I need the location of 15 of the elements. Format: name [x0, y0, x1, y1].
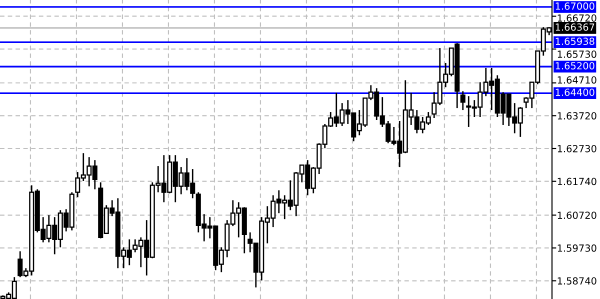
- y-tick-label: 1.61740: [558, 178, 596, 186]
- y-tick-label: 1.58740: [558, 277, 596, 285]
- y-tick-label: 1.64710: [558, 76, 596, 84]
- y-tick-label: 1.59730: [558, 244, 596, 252]
- y-tick-label: 1.66720: [558, 14, 596, 22]
- ref-line-label: 1.66367: [556, 23, 594, 31]
- ref-line-label: 1.65200: [556, 62, 594, 70]
- y-tick-label: 1.65730: [558, 50, 596, 58]
- y-tick-label: 1.60720: [558, 212, 596, 219]
- candlestick: [460, 90, 466, 111]
- ref-line-label: 1.67000: [556, 2, 594, 10]
- y-tick-label: 1.63720: [558, 112, 596, 120]
- ref-line-label: 1.65938: [556, 38, 594, 45]
- y-tick-label: 1.62730: [558, 144, 596, 152]
- ref-line-label: 1.64400: [556, 88, 594, 96]
